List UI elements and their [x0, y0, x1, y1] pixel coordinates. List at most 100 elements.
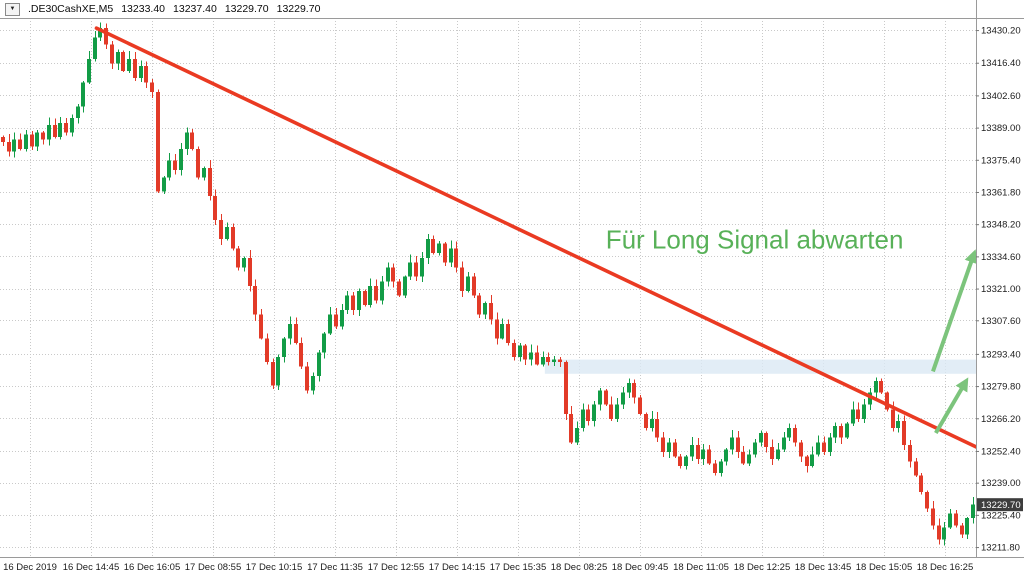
- price-axis-label: 13334.60: [981, 252, 1021, 263]
- candle-body: [523, 345, 527, 360]
- candle-body: [93, 37, 97, 59]
- time-axis-label: 17 Dec 08:55: [185, 562, 242, 573]
- candle-body: [696, 444, 700, 459]
- candle-body: [506, 324, 510, 344]
- dropdown-arrow-icon[interactable]: ▼: [5, 2, 20, 16]
- up-arrow[interactable]: [934, 377, 969, 434]
- candle-body: [454, 248, 458, 268]
- candle-body: [615, 404, 619, 419]
- candle-body: [586, 409, 590, 422]
- candle-body: [793, 428, 797, 443]
- price-axis-label: 13225.40: [981, 510, 1021, 521]
- price-axis-label: 13416.40: [981, 58, 1021, 69]
- candle-body: [655, 418, 659, 438]
- candle-body: [764, 432, 768, 448]
- candle-body: [575, 428, 579, 443]
- price-axis-label: 13430.20: [981, 26, 1021, 37]
- candle-body: [150, 82, 154, 93]
- candle-body: [185, 132, 189, 149]
- grid: [0, 18, 976, 557]
- price-axis-labels: 13430.20 13416.40 13402.60 13389.00 13375.40…: [976, 26, 1021, 554]
- candle-body: [495, 319, 499, 339]
- candle-body: [449, 248, 453, 263]
- candle-body: [661, 437, 665, 452]
- candle-body: [460, 267, 464, 291]
- candle-body: [231, 227, 235, 249]
- candle-body: [931, 508, 935, 526]
- annotation-text[interactable]: Für Long Signal abwarten: [606, 224, 904, 254]
- candle-body: [162, 177, 166, 192]
- candle-body: [403, 276, 407, 296]
- candle-body: [328, 314, 332, 334]
- candle-body: [862, 404, 866, 419]
- candle-body: [64, 122, 68, 133]
- candle-body: [489, 302, 493, 320]
- time-axis-label: 18 Dec 12:25: [734, 562, 791, 573]
- candle-body: [885, 392, 889, 410]
- time-axis-label: 18 Dec 13:45: [795, 562, 852, 573]
- support-zone[interactable]: [544, 359, 976, 374]
- candle-body: [35, 132, 39, 147]
- candle-body: [391, 267, 395, 282]
- candle-body: [317, 352, 321, 377]
- candle-body: [632, 383, 636, 398]
- candle-body: [47, 125, 51, 140]
- time-axis-label: 17 Dec 14:15: [429, 562, 486, 573]
- candles: [1, 22, 975, 546]
- candle-body: [322, 333, 326, 353]
- time-axis-label: 18 Dec 16:25: [917, 562, 974, 573]
- candle-body: [673, 442, 677, 457]
- candle-body: [845, 423, 849, 438]
- candle-body: [942, 527, 946, 540]
- candle-body: [914, 461, 918, 476]
- candle-body: [139, 66, 143, 78]
- candle-body: [500, 324, 504, 339]
- candle-body: [299, 343, 303, 367]
- candle-body: [196, 148, 200, 178]
- candle-body: [116, 51, 120, 64]
- candle-body: [202, 167, 206, 178]
- candle-body: [948, 513, 952, 528]
- candle-body: [345, 295, 349, 310]
- candle-body: [7, 141, 11, 152]
- price-axis-label: 13279.80: [981, 382, 1021, 393]
- candle-body: [282, 338, 286, 358]
- candle-body: [276, 357, 280, 386]
- up-arrow[interactable]: [931, 249, 978, 373]
- candle-body: [294, 324, 298, 344]
- candle-body: [437, 243, 441, 254]
- descending-trendline[interactable]: [94, 26, 979, 449]
- candle-body: [776, 449, 780, 459]
- candle-body: [24, 134, 28, 149]
- price-axis-label: 13307.60: [981, 316, 1021, 327]
- candle-body: [420, 257, 424, 277]
- time-axis-label: 18 Dec 09:45: [612, 562, 669, 573]
- candle-body: [363, 290, 367, 306]
- time-axis-label: 16 Dec 14:45: [63, 562, 120, 573]
- candle-body: [110, 44, 114, 64]
- candle-body: [236, 248, 240, 268]
- symbol-timeframe-label: .DE30CashXE,M5: [28, 3, 114, 15]
- candle-body: [828, 437, 832, 452]
- candle-body: [368, 286, 372, 306]
- current-price-badge: [977, 498, 1023, 512]
- candle-body: [701, 449, 705, 459]
- candle-body: [856, 409, 860, 419]
- candle-body: [736, 437, 740, 452]
- candle-body: [477, 295, 481, 315]
- candle-body: [569, 414, 573, 443]
- price-axis-label: 13266.20: [981, 414, 1021, 425]
- candle-body: [30, 134, 34, 147]
- price-axis-label: 13239.00: [981, 478, 1021, 489]
- candle-body: [431, 238, 435, 254]
- candle-body: [259, 314, 263, 339]
- candle-body: [53, 125, 57, 138]
- candle-body: [12, 139, 16, 152]
- candle-body: [208, 167, 212, 197]
- price-axis: [976, 0, 1024, 557]
- time-axis-label: 17 Dec 11:35: [307, 562, 363, 573]
- candle-body: [592, 404, 596, 422]
- price-axis-label: 13348.20: [981, 220, 1021, 231]
- candle-body: [799, 442, 803, 457]
